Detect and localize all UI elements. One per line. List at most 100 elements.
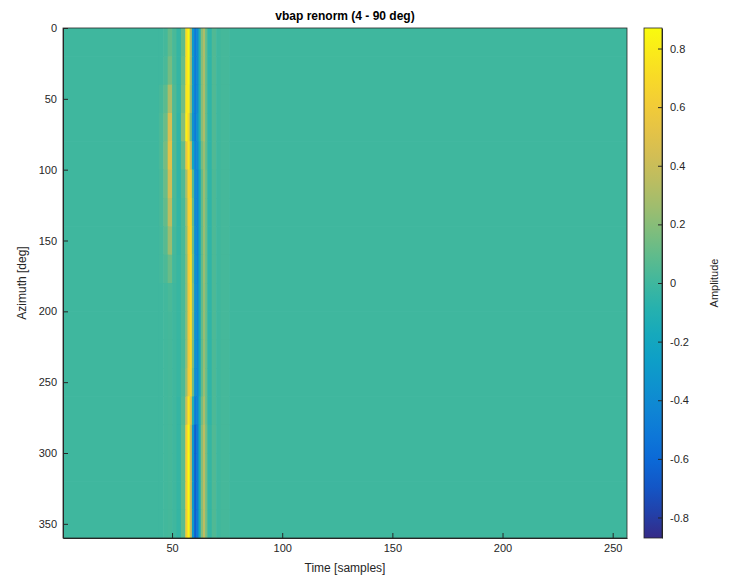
heatmap-cell: [163, 255, 168, 284]
colorbar-axis-tick-mark: [658, 283, 662, 284]
heatmap-cell: [168, 283, 173, 312]
y-axis-tick-label: 300: [39, 447, 57, 459]
colorbar: [644, 28, 662, 538]
heatmap-cell: [168, 113, 173, 142]
heatmap-cell: [172, 226, 177, 255]
heatmap-cell: [181, 340, 186, 369]
heatmap-cell: [172, 311, 177, 340]
heatmap-cell: [159, 113, 164, 142]
heatmap-cell: [207, 85, 212, 114]
heatmap-cell: [216, 170, 221, 199]
heatmap-cell: [159, 453, 164, 482]
heatmap-cell: [176, 226, 181, 255]
heatmap-cell: [207, 396, 212, 425]
heatmap-cell: [229, 510, 627, 538]
heatmap-cell: [221, 311, 230, 340]
heatmap-cell: [63, 425, 159, 454]
y-axis-tick: 200: [39, 305, 68, 317]
heatmap-cell: [159, 510, 164, 538]
heatmap-cell: [229, 481, 627, 510]
heatmap-cell: [229, 28, 627, 57]
heatmap-cell: [63, 198, 159, 227]
heatmap-cell: [216, 28, 221, 57]
heatmap-cell: [172, 283, 177, 312]
x-axis-tick-label: 100: [274, 542, 292, 554]
heatmap-cell: [159, 368, 164, 397]
heatmap-cell: [159, 396, 164, 425]
x-axis-tick-mark: [282, 533, 283, 538]
heatmap-cell: [176, 198, 181, 227]
heatmap-cell: [159, 28, 164, 57]
heatmap-cell: [207, 255, 212, 284]
y-axis-tick-mark: [63, 170, 68, 171]
heatmap-cell: [168, 510, 173, 538]
heatmap-cell: [172, 56, 177, 85]
heatmap-cell: [221, 425, 230, 454]
heatmap-cell: [229, 170, 627, 199]
heatmap-cell: [181, 368, 186, 397]
colorbar-axis-tick-label: 0.4: [670, 160, 685, 172]
heatmap-cell: [212, 481, 217, 510]
heatmap-cell: [207, 28, 212, 57]
heatmap-cell: [163, 311, 168, 340]
heatmap-cell: [207, 283, 212, 312]
heatmap-cell: [176, 283, 181, 312]
y-axis-tick-mark: [63, 524, 68, 525]
heatmap-cell: [207, 170, 212, 199]
heatmap-cell: [168, 481, 173, 510]
heatmap-cell: [212, 425, 217, 454]
heatmap-cell: [163, 198, 168, 227]
heatmap-cell: [159, 170, 164, 199]
heatmap-cell: [216, 198, 221, 227]
heatmap-cell: [176, 425, 181, 454]
heatmap-cell: [159, 481, 164, 510]
heatmap-cell: [216, 226, 221, 255]
heatmap-cell: [159, 85, 164, 114]
heatmap-cell: [172, 255, 177, 284]
colorbar-axis-tick: -0.8: [658, 512, 689, 524]
colorbar-axis-tick: 0: [658, 277, 676, 289]
colorbar-axis-tick-mark: [658, 107, 662, 108]
heatmap-cell: [63, 396, 159, 425]
heatmap-cell: [63, 340, 159, 369]
heatmap-cell: [159, 425, 164, 454]
heatmap-cell: [181, 311, 186, 340]
heatmap-cell: [63, 368, 159, 397]
y-axis-tick-mark: [63, 28, 68, 29]
heatmap-cell: [229, 226, 627, 255]
heatmap-cell: [172, 510, 177, 538]
heatmap-cell: [207, 226, 212, 255]
heatmap-cell: [63, 255, 159, 284]
x-axis-tick-mark: [503, 533, 504, 538]
y-axis-line: [63, 29, 64, 539]
heatmap-cell: [159, 141, 164, 170]
heatmap-cell: [229, 311, 627, 340]
heatmap-cell: [212, 255, 217, 284]
heatmap-cell: [181, 141, 186, 170]
heatmap-cell: [172, 198, 177, 227]
heatmap-cell: [63, 141, 159, 170]
heatmap-cell: [63, 226, 159, 255]
heatmap-cell: [229, 255, 627, 284]
y-axis-tick-label: 200: [39, 305, 57, 317]
heatmap-cell: [63, 510, 159, 538]
y-axis-tick-label: 0: [51, 22, 57, 34]
heatmap-cell: [212, 28, 217, 57]
heatmap-cell: [212, 453, 217, 482]
x-axis-tick: 200: [494, 533, 512, 554]
heatmap-cell: [172, 28, 177, 57]
heatmap-cell: [229, 453, 627, 482]
x-axis: 50100150200250: [64, 533, 628, 554]
heatmap-cell: [212, 396, 217, 425]
heatmap-cell: [163, 481, 168, 510]
heatmap-cell: [229, 56, 627, 85]
heatmap-cell: [207, 340, 212, 369]
chart: 50100150200250050100150200250300350vbap …: [0, 0, 745, 585]
y-axis-tick-mark: [63, 382, 68, 383]
x-axis-tick-mark: [392, 533, 393, 538]
heatmap-cell: [207, 198, 212, 227]
heatmap-cell: [168, 56, 173, 85]
heatmap-cell: [181, 28, 186, 57]
heatmap-cell: [172, 85, 177, 114]
heatmap-cell: [63, 56, 159, 85]
